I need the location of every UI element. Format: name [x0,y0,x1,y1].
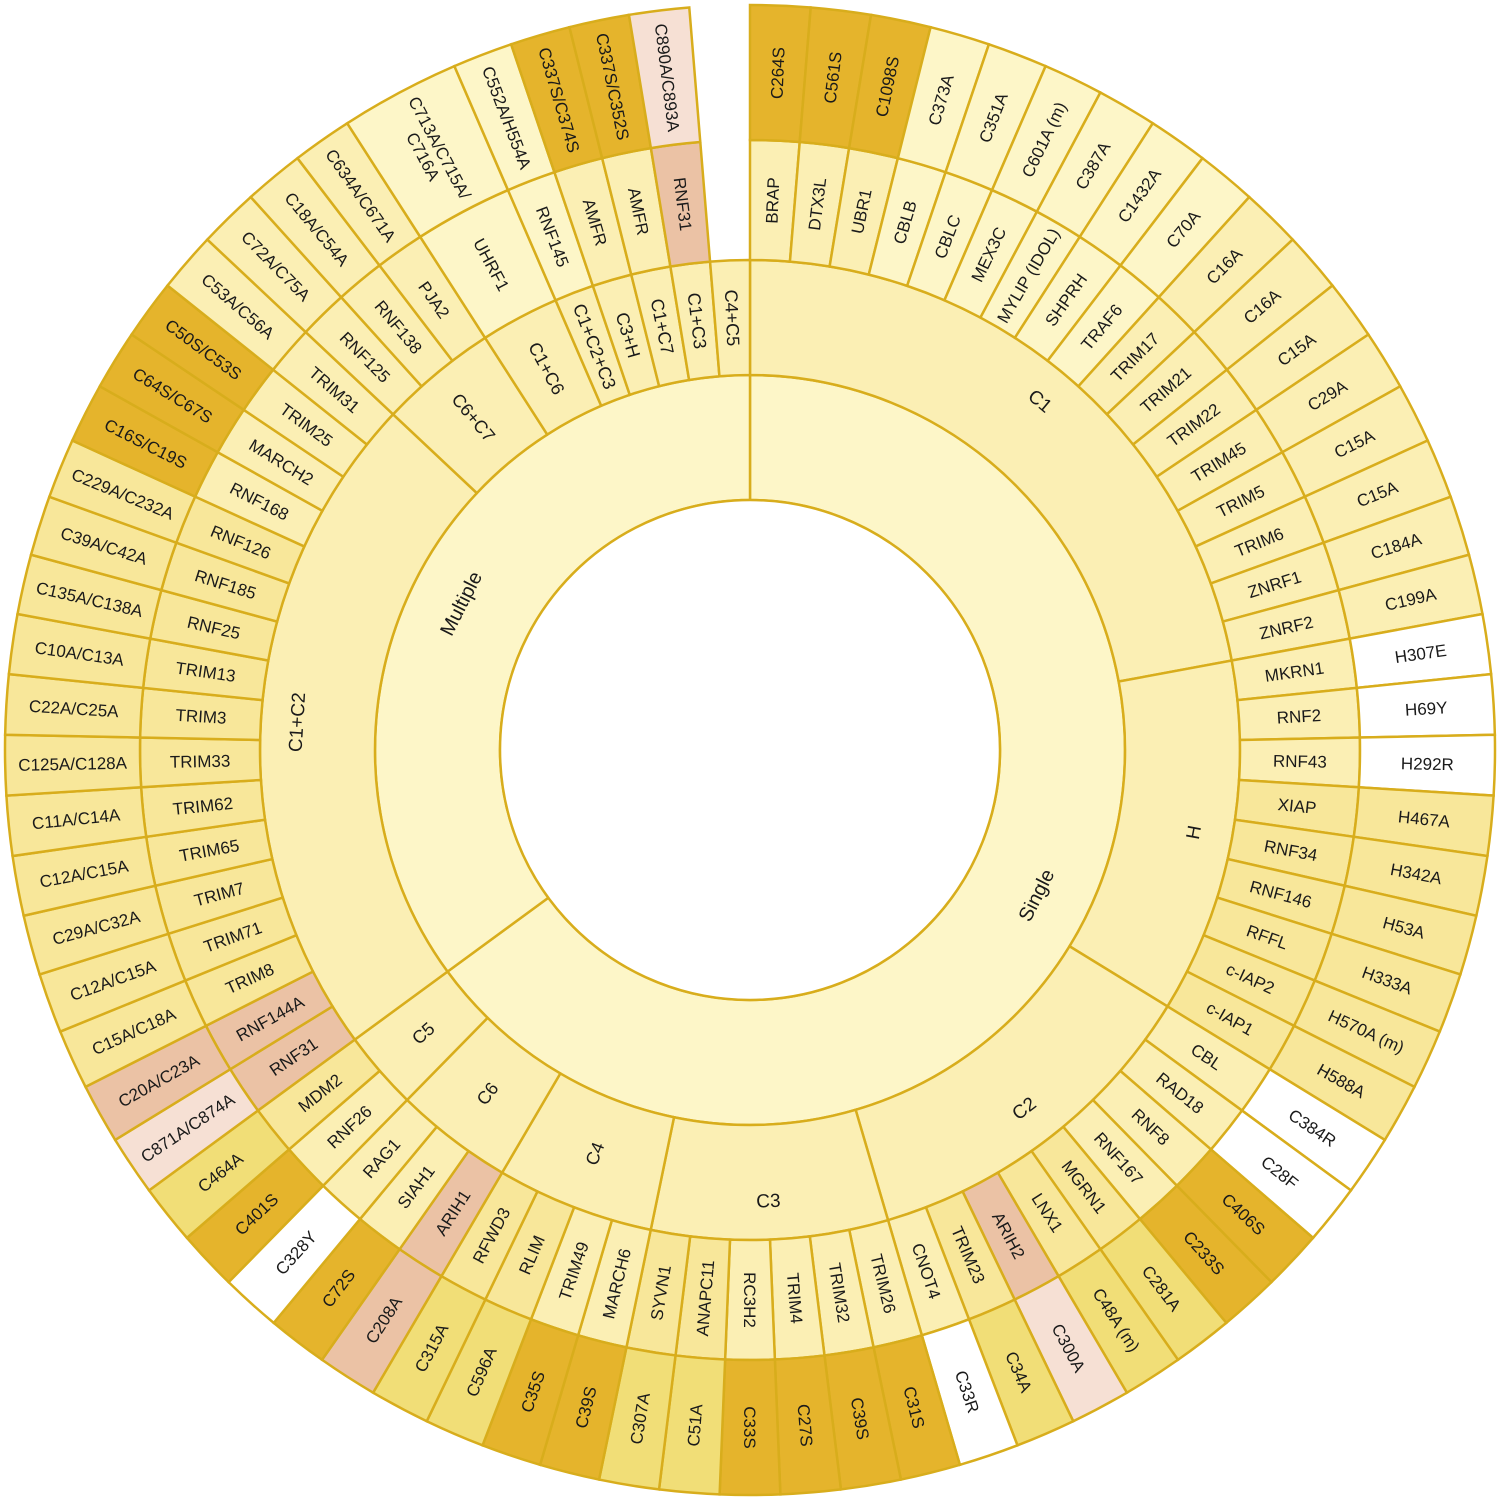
center-hole [498,498,1002,1002]
label-class-c3: C3 [756,1191,781,1213]
label-gene-xiap: XIAP [1277,795,1317,818]
segment-mutation-c890a-c893a [627,6,702,150]
label-gene-rnf2: RNF2 [1276,706,1321,728]
label-gene-brap: BRAP [762,177,783,224]
segment-class-c4-c5 [708,258,752,378]
ring-mutation: C264S C561S C1098S C373A C351A C601A (m) C387A… [3,3,1497,1497]
label-mutation-c33s: C33S [740,1406,759,1449]
label-mutation-c125a-c128a: C125A/C128A [18,754,128,775]
label-mutation-h292r: H292R [1401,754,1454,774]
label-class-h: H [1183,824,1206,841]
label-class-c1-c2: C1+C2 [286,692,311,753]
label-mutation-c51a: C51A [684,1403,706,1448]
segment-class-c3 [649,1108,890,1242]
label-gene-trim3: TRIM3 [175,706,227,728]
label-mutation-c27s: C27S [794,1403,816,1447]
label-gene-trim33: TRIM33 [170,752,231,772]
label-gene-rc3h2: RC3H2 [740,1272,759,1328]
label-class-c4-c5: C4+C5 [721,289,743,346]
label-gene-rnf43: RNF43 [1273,752,1327,772]
label-mutation-c264s: C264S [768,47,789,100]
label-mutation-h69y: H69Y [1404,698,1448,720]
label-gene-trim4: TRIM4 [783,1272,806,1324]
